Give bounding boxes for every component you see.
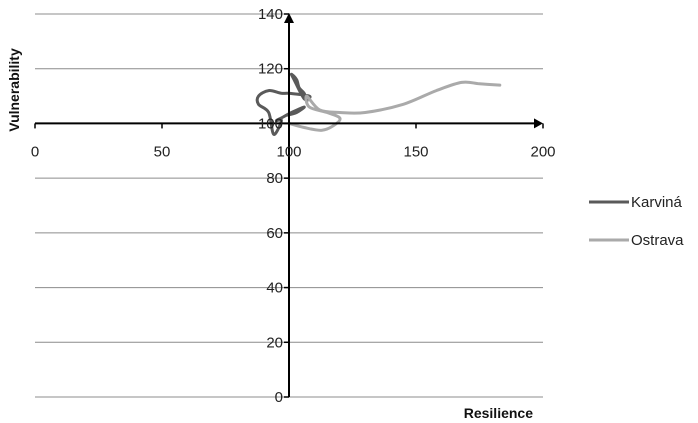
y-tick-label: 60 (266, 225, 283, 242)
x-tick-label: 0 (31, 143, 39, 160)
y-tick-label: 120 (258, 61, 283, 78)
x-axis-title: Resilience (464, 405, 533, 421)
y-tick-label: 80 (266, 170, 283, 187)
x-tick-label: 100 (276, 143, 301, 160)
y-axis-arrow (284, 13, 294, 23)
x-axis-arrow (534, 118, 543, 129)
legend: Karviná Ostrava (589, 194, 684, 249)
series-lines (255, 72, 502, 136)
y-tick-label: 0 (275, 389, 283, 406)
x-tick-label: 150 (403, 143, 428, 160)
series-line-1 (255, 72, 312, 136)
tick-labels: 0 50 100 150 200 0 20 40 60 80 100 120 140 (31, 6, 556, 406)
x-tick-label: 200 (530, 143, 555, 160)
y-tick-label: 20 (266, 334, 283, 351)
series-line-2 (287, 80, 502, 132)
legend-label-1: Karviná (631, 194, 683, 211)
y-axis-title: Vulnerability (6, 48, 22, 132)
legend-label-2: Ostrava (631, 232, 684, 249)
y-tick-label: 40 (266, 280, 283, 297)
y-tick-label: 100 (258, 115, 283, 132)
x-tick-label: 50 (154, 143, 171, 160)
axes (34, 13, 544, 398)
y-tick-label: 140 (258, 6, 283, 23)
